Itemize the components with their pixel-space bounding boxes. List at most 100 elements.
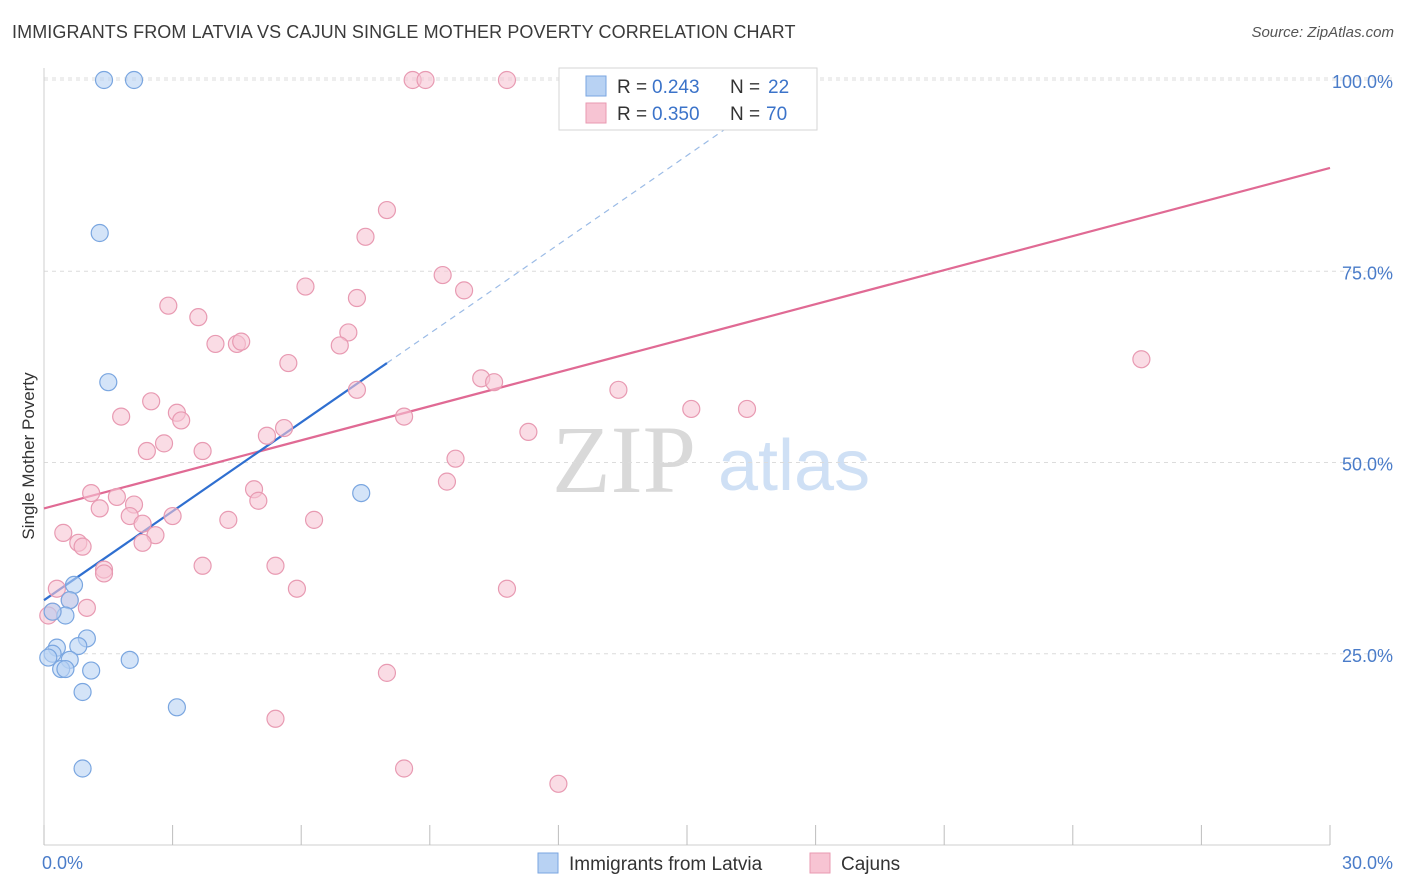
legend-n-label-cajuns: N = — [730, 104, 760, 125]
cajuns-point — [446, 449, 465, 468]
cajuns-point — [377, 663, 397, 682]
cajuns-point — [94, 564, 114, 583]
legend-swatch-latvia — [585, 75, 607, 97]
cajuns-point — [266, 709, 285, 728]
cajuns-point — [737, 399, 757, 419]
legend-r-value-latvia: 0.243 — [652, 77, 700, 98]
legend-r-label-latvia: R = — [617, 77, 647, 98]
cajuns-point — [219, 510, 238, 529]
cajuns-point — [112, 407, 131, 426]
cajuns-point — [133, 514, 152, 533]
cajuns-point — [266, 556, 285, 575]
cajuns-point — [485, 373, 504, 392]
bottom-legend: Immigrants from Latvia Cajuns — [537, 852, 900, 875]
cajuns-point — [206, 334, 225, 354]
y-tick-label: 50.0% — [1342, 455, 1393, 475]
latvia-point — [73, 759, 92, 778]
latvia-point — [60, 591, 79, 610]
latvia-point — [73, 682, 92, 702]
cajuns-point — [232, 332, 251, 351]
cajuns-point — [189, 308, 208, 327]
cajuns-point — [274, 418, 294, 438]
cajuns-point — [73, 537, 92, 556]
legend-n-label-latvia: N = — [730, 77, 760, 98]
legend-r-value-cajuns: 0.350 — [652, 104, 700, 125]
cajuns-point — [77, 598, 96, 617]
axes — [43, 68, 1331, 846]
tick-labels: 25.0% 50.0% 75.0% 100.0% 0.0% 30.0% — [42, 72, 1393, 873]
latvia-trend-line — [43, 362, 388, 602]
cajuns-point — [304, 510, 324, 529]
cajuns-point — [54, 523, 73, 542]
bottom-legend-swatch-latvia — [537, 852, 559, 874]
cajuns-point — [90, 499, 109, 518]
cajuns-point — [377, 200, 397, 220]
cajuns-point — [193, 556, 212, 575]
cajuns-point — [394, 407, 414, 426]
latvia-point — [167, 698, 186, 717]
cajuns-point — [416, 70, 435, 90]
chart-source: Source: ZipAtlas.com — [1251, 24, 1394, 41]
cajuns-point — [519, 422, 538, 441]
gridlines — [44, 77, 1395, 655]
cajuns-point — [347, 380, 367, 399]
latvia-point — [43, 602, 62, 621]
cajuns-point — [549, 774, 568, 793]
legend-n-value-cajuns: 70 — [766, 104, 787, 125]
latvia-point — [90, 223, 109, 243]
cajuns-point — [193, 441, 212, 461]
cajuns-point — [249, 491, 268, 510]
cajuns-point — [287, 579, 307, 598]
cajuns-point — [497, 70, 517, 90]
cajuns-point — [356, 227, 375, 246]
latvia-point — [120, 650, 139, 669]
latvia-point — [69, 636, 88, 656]
cajuns-points — [39, 70, 1151, 793]
chart-title: IMMIGRANTS FROM LATVIA VS CAJUN SINGLE M… — [12, 22, 796, 42]
y-tick-label: 100.0% — [1332, 72, 1393, 92]
cajuns-point — [339, 323, 358, 342]
legend-r-label-cajuns: R = — [617, 104, 647, 125]
latvia-point — [39, 648, 58, 667]
cajuns-point — [454, 281, 474, 300]
cajuns-point — [609, 380, 628, 399]
bottom-legend-label-cajuns: Cajuns — [841, 854, 900, 875]
cajuns-point — [107, 487, 126, 507]
cajuns-point — [433, 265, 452, 285]
y-tick-label: 75.0% — [1342, 263, 1393, 283]
watermark-atlas: atlas — [718, 426, 870, 506]
cajuns-point — [497, 579, 517, 598]
latvia-point — [82, 661, 101, 680]
x-tick-label: 30.0% — [1342, 853, 1393, 873]
cajuns-point — [163, 506, 182, 526]
latvia-point — [94, 70, 114, 90]
y-tick-label: 25.0% — [1342, 646, 1393, 666]
cajuns-point — [296, 277, 315, 296]
cajuns-point — [1132, 350, 1151, 369]
legend-swatch-cajuns — [585, 102, 607, 124]
watermark-zip: ZIP — [552, 406, 696, 513]
cajuns-point — [159, 296, 178, 315]
latvia-point — [99, 373, 118, 392]
y-axis-title: Single Mother Poverty — [19, 372, 38, 540]
cajuns-point — [47, 579, 66, 598]
cajuns-point — [279, 353, 298, 373]
cajuns-point — [394, 759, 414, 778]
latvia-point — [352, 484, 371, 503]
cajuns-point — [82, 484, 101, 503]
cajuns-point — [437, 472, 457, 491]
bottom-legend-swatch-cajuns — [809, 852, 831, 874]
cajuns-point — [137, 441, 156, 461]
legend-box: R = 0.243 N = 22 R = 0.350 N = 70 — [558, 67, 818, 131]
legend-n-value-latvia: 22 — [768, 77, 789, 98]
latvia-point — [124, 70, 144, 90]
cajuns-point — [347, 288, 367, 308]
cajuns-point — [133, 533, 152, 552]
cajuns-point — [682, 399, 701, 419]
watermark: ZIP atlas — [552, 406, 870, 513]
cajuns-point — [257, 426, 277, 445]
latvia-points — [39, 70, 371, 778]
latvia-point — [56, 659, 75, 679]
cajuns-point — [330, 336, 349, 355]
